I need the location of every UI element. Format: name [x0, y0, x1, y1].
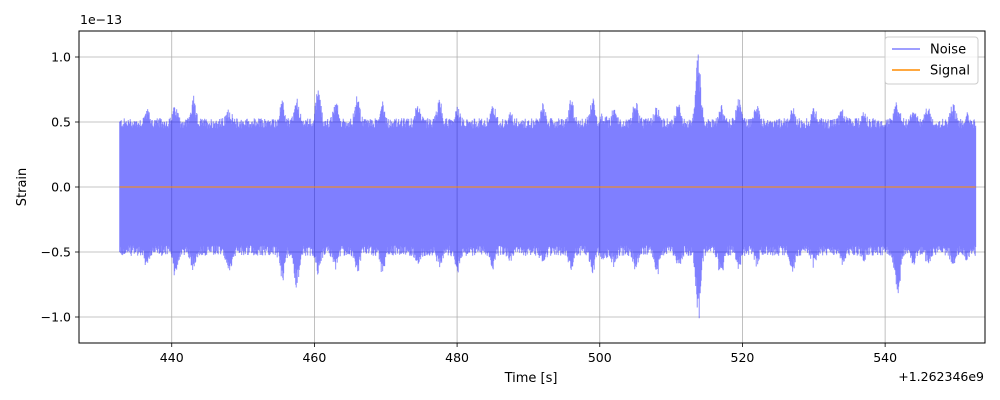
x-tick-label: 440	[160, 350, 184, 365]
x-tick-label: 520	[731, 350, 755, 365]
y-tick-label: 0.5	[51, 115, 71, 130]
y-axis-label: Strain	[15, 168, 30, 207]
y-tick-label: 0.0	[51, 180, 71, 195]
axis-ticks: 440 460 480 500 520 540 −1.0 −0.5 0.0 0.5 1.0	[41, 50, 897, 366]
x-tick-label: 500	[588, 350, 612, 365]
y-tick-label: −0.5	[41, 245, 71, 260]
x-offset-label: +1.262346e9	[898, 369, 984, 384]
legend: Noise Signal	[884, 36, 979, 85]
x-tick-label: 540	[873, 350, 897, 365]
legend-signal-label: Signal	[930, 64, 970, 79]
y-tick-label: 1.0	[51, 50, 71, 65]
legend-noise-label: Noise	[930, 43, 966, 58]
y-tick-label: −1.0	[41, 310, 71, 325]
x-axis-label: Time [s]	[504, 371, 558, 386]
x-tick-label: 460	[302, 350, 326, 365]
x-tick-label: 480	[445, 350, 469, 365]
y-scale-label: 1e−13	[80, 12, 122, 27]
